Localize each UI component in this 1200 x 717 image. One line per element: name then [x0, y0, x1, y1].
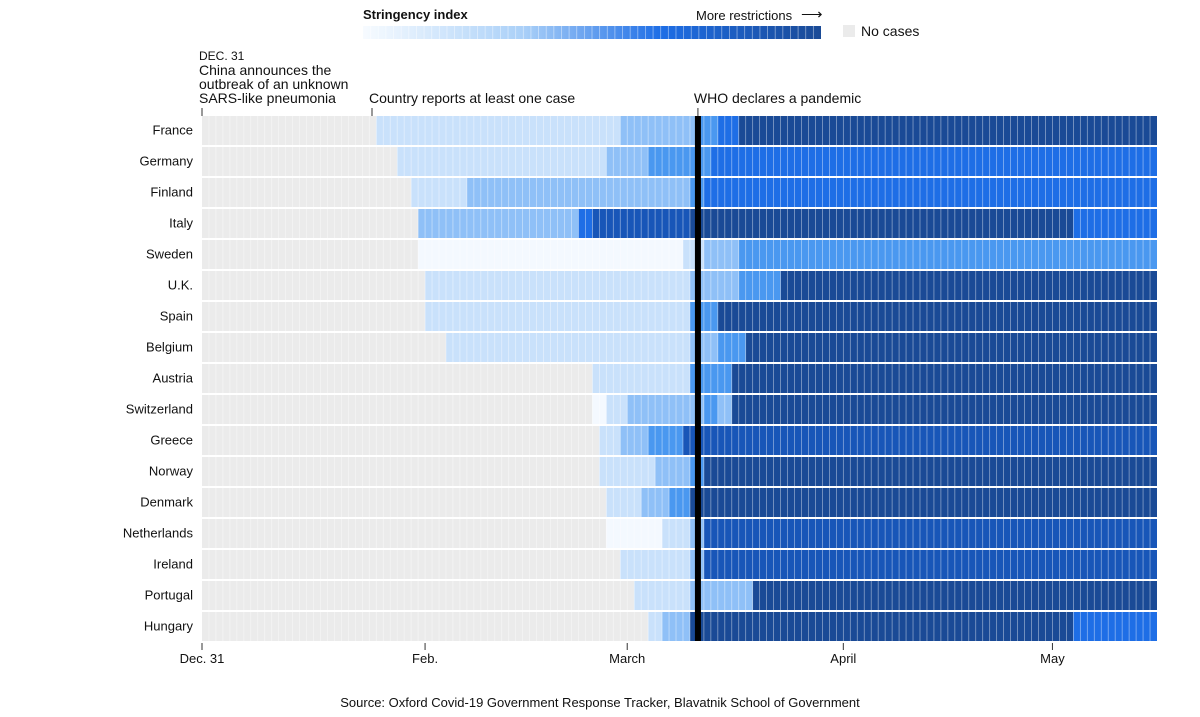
country-label: Sweden [146, 246, 193, 261]
stringency-segment [689, 209, 1074, 238]
stringency-segment [689, 488, 1157, 517]
stringency-segment [731, 364, 1157, 393]
dec31-date: DEC. 31 [199, 49, 245, 63]
dec31-text-line2: outbreak of an unknown [199, 76, 348, 92]
stringency-segment [655, 457, 690, 486]
country-label: Ireland [153, 556, 193, 571]
legend-no-cases-label: No cases [861, 23, 920, 39]
x-axis-tick-label: Dec. 31 [180, 651, 225, 666]
country-row [202, 209, 1157, 238]
country-row [202, 302, 1157, 331]
dec31-text-line1: China announces the [199, 62, 332, 78]
pandemic-annotation: WHO declares a pandemic [694, 90, 861, 106]
country-label: Austria [153, 370, 194, 385]
right-arrow-icon: ⟶ [801, 6, 823, 23]
country-row [202, 178, 1157, 207]
country-label: Finland [150, 184, 193, 199]
stringency-segment [669, 488, 690, 517]
source-note: Source: Oxford Covid-19 Government Respo… [340, 695, 860, 710]
stringency-segment [703, 178, 1157, 207]
stringency-segment [606, 488, 642, 517]
dec31-text-line3: SARS-like pneumonia [199, 90, 336, 106]
stringency-segment [717, 116, 739, 145]
country-row [202, 116, 1157, 145]
country-label: Switzerland [126, 401, 193, 416]
first-case-annotation: Country reports at least one case [369, 90, 575, 106]
country-row [202, 147, 1157, 176]
stringency-segment [745, 333, 1157, 362]
stringency-segment [703, 519, 1157, 548]
country-label: Hungary [144, 618, 194, 633]
country-row [202, 333, 1157, 362]
no-cases-segment [202, 457, 600, 486]
country-row [202, 457, 1157, 486]
country-row [202, 395, 1157, 424]
stringency-segment [703, 550, 1157, 579]
country-label: Spain [160, 308, 193, 323]
stringency-segment [696, 116, 718, 145]
country-label: Germany [140, 153, 194, 168]
country-row [202, 271, 1157, 300]
x-axis-tick-label: May [1040, 651, 1065, 666]
stringency-segment [376, 116, 621, 145]
no-cases-segment [202, 116, 377, 145]
legend-more-restrictions-label: More restrictions [696, 8, 793, 23]
country-label: U.K. [168, 277, 193, 292]
stringency-segment [717, 302, 1157, 331]
no-cases-segment [202, 240, 419, 269]
legend-title: Stringency index [363, 7, 468, 22]
stringency-heatmap: DEC. 31 China announces the outbreak of … [123, 26, 1157, 666]
stringency-segment [648, 147, 711, 176]
country-label: Italy [169, 215, 193, 230]
country-label: Norway [149, 463, 194, 478]
stringency-segment [599, 426, 621, 455]
x-axis-tick-label: March [609, 651, 645, 666]
stringency-segment [689, 612, 1074, 641]
x-axis-tick-label: April [830, 651, 856, 666]
no-cases-swatch [843, 25, 855, 37]
country-row [202, 240, 1157, 269]
stringency-segment [606, 395, 628, 424]
country-row [202, 364, 1157, 393]
no-cases-segment [202, 426, 600, 455]
country-label: Greece [150, 432, 193, 447]
country-row [202, 488, 1157, 517]
stringency-segment [627, 395, 704, 424]
country-label: Netherlands [123, 525, 194, 540]
stringency-segment [620, 116, 697, 145]
country-row [202, 612, 1157, 641]
country-label: Denmark [140, 494, 193, 509]
stringency-segment [703, 240, 739, 269]
stringency-segment [648, 426, 683, 455]
country-row [202, 581, 1157, 610]
stringency-segment [418, 209, 579, 238]
stringency-segment [703, 457, 1157, 486]
country-row [202, 519, 1157, 548]
stringency-segment [445, 333, 690, 362]
country-row [202, 426, 1157, 455]
no-cases-segment [202, 209, 419, 238]
no-cases-segment [202, 333, 446, 362]
stringency-segment [731, 395, 1157, 424]
country-label: France [153, 122, 193, 137]
country-row [202, 550, 1157, 579]
country-label: Portugal [145, 587, 194, 602]
country-label: Belgium [146, 339, 193, 354]
x-axis-tick-label: Feb. [412, 651, 438, 666]
pandemic-marker-line [694, 116, 701, 641]
